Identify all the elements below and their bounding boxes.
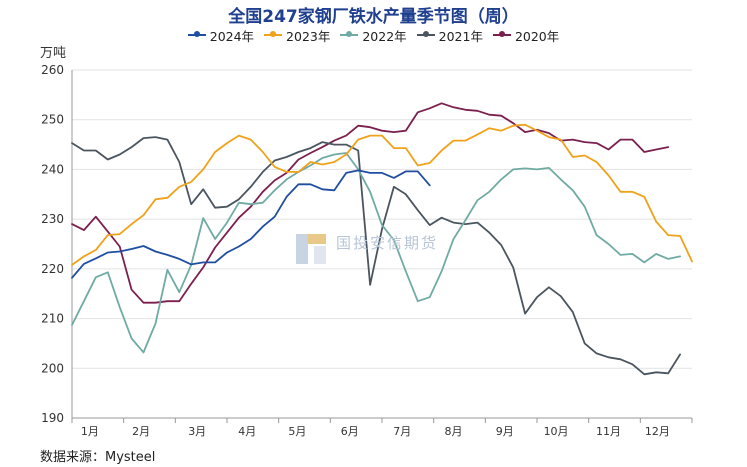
- y-axis-label: 万吨: [40, 46, 67, 61]
- legend-label-2023: 2023年: [286, 28, 331, 44]
- y-tick-label: 210: [41, 312, 64, 326]
- legend-label-2020: 2020年: [514, 28, 560, 44]
- watermark-logo: 国投安信期货: [296, 232, 436, 272]
- x-tick-label: 9月: [496, 425, 514, 438]
- y-tick-label: 250: [41, 113, 64, 127]
- legend-item-2021: 2021年: [416, 26, 483, 45]
- legend-item-2024: 2024年: [187, 26, 255, 45]
- legend-swatch-2023: [264, 31, 283, 37]
- x-tick-label: 7月: [393, 425, 411, 438]
- legend-label-2024: 2024年: [209, 28, 255, 44]
- data-source: 数据来源：Mysteel: [40, 450, 156, 465]
- chart-title: 全国247家钢厂铁水产量季节图（周）: [228, 7, 519, 27]
- legend-swatch-2024: [187, 31, 206, 37]
- series-line-2023: [71, 123, 693, 266]
- series-line-2022: [71, 152, 681, 354]
- x-tick-label: 11月: [596, 425, 621, 438]
- legend-swatch-2022: [340, 31, 359, 37]
- x-tick-label: 1月: [81, 425, 99, 438]
- series-line-2021: [71, 136, 681, 376]
- y-tick-label: 240: [41, 162, 64, 176]
- watermark-icon: [296, 234, 326, 264]
- legend-swatch-2021: [416, 31, 435, 37]
- legend-label-2021: 2021年: [438, 28, 483, 44]
- y-tick-label: 230: [41, 212, 64, 226]
- series-line-2020: [71, 102, 670, 304]
- watermark-text: 国投安信期货: [336, 234, 439, 252]
- x-tick-label: 5月: [288, 425, 306, 438]
- x-tick-label: 6月: [341, 425, 359, 438]
- legend-label-2022: 2022年: [362, 28, 407, 44]
- legend-item-2020: 2020年: [492, 26, 560, 45]
- x-tick-label: 2月: [132, 425, 150, 438]
- legend-item-2023: 2023年: [264, 26, 330, 45]
- x-tick-label: 4月: [238, 425, 256, 438]
- y-tick-label: 200: [41, 361, 64, 375]
- x-tick-label: 3月: [188, 425, 206, 438]
- y-tick-label: 260: [41, 63, 64, 77]
- series-line-2024: [71, 169, 431, 279]
- legend-item-2022: 2022年: [340, 26, 407, 45]
- x-tick-label: 12月: [645, 425, 670, 438]
- y-tick-label: 190: [41, 411, 64, 425]
- x-tick-label: 10月: [544, 425, 569, 438]
- y-tick-label: 220: [41, 262, 64, 276]
- legend-swatch-2020: [492, 31, 511, 37]
- x-tick-label: 8月: [445, 425, 463, 438]
- legend: 2024年 2023年 2022年 2021年 2020年: [0, 24, 747, 45]
